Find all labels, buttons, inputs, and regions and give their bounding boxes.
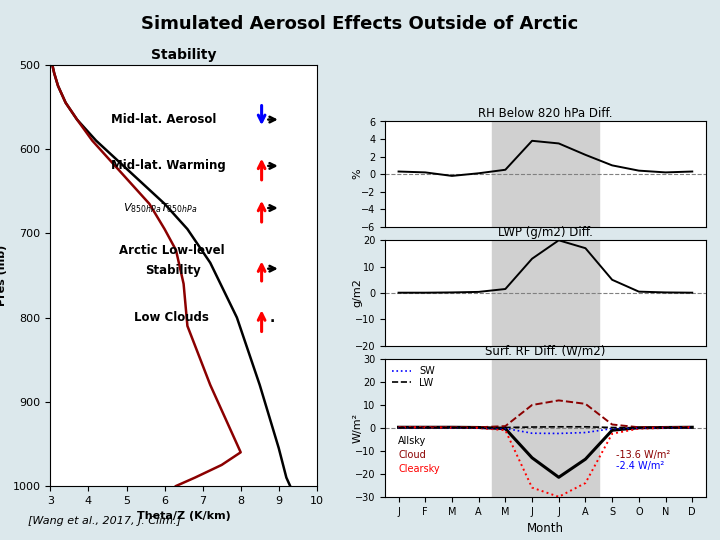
Text: -13.6 W/m²: -13.6 W/m² [616, 450, 670, 460]
Bar [492, 122, 599, 227]
Text: Arctic Low-level: Arctic Low-level [119, 244, 225, 256]
Text: $V_{850hPa}T_{850hPa}$: $V_{850hPa}T_{850hPa}$ [122, 201, 197, 215]
Bar [492, 359, 599, 497]
Title: LWP (g/m2) Diff.: LWP (g/m2) Diff. [498, 226, 593, 239]
Y-axis label: W/m²: W/m² [353, 413, 363, 443]
X-axis label: Theta/Z (K/km): Theta/Z (K/km) [137, 511, 230, 521]
Title: Stability: Stability [151, 48, 216, 62]
Text: Mid-lat. Warming: Mid-lat. Warming [112, 159, 226, 172]
Text: Simulated Aerosol Effects Outside of Arctic: Simulated Aerosol Effects Outside of Arc… [141, 15, 579, 33]
Y-axis label: Pres (mb): Pres (mb) [0, 245, 7, 306]
Text: Clearsky: Clearsky [398, 464, 440, 474]
Text: -2.4 W/m²: -2.4 W/m² [616, 461, 664, 471]
Title: Surf. RF Diff. (W/m2): Surf. RF Diff. (W/m2) [485, 345, 606, 358]
Text: .: . [269, 310, 274, 325]
Text: [Wang et al., 2017, J. Clim.]: [Wang et al., 2017, J. Clim.] [28, 516, 181, 526]
Y-axis label: g/m2: g/m2 [353, 279, 363, 307]
Text: Low Clouds: Low Clouds [134, 311, 209, 324]
Title: RH Below 820 hPa Diff.: RH Below 820 hPa Diff. [478, 107, 613, 120]
Text: Allsky: Allsky [398, 436, 426, 447]
Legend: SW, LW: SW, LW [390, 364, 437, 390]
Y-axis label: %: % [353, 169, 363, 179]
Text: Mid-lat. Aerosol: Mid-lat. Aerosol [112, 113, 217, 126]
X-axis label: Month: Month [527, 522, 564, 535]
Bar [492, 240, 599, 346]
Text: Cloud: Cloud [398, 450, 426, 460]
Text: Stability: Stability [145, 264, 202, 277]
